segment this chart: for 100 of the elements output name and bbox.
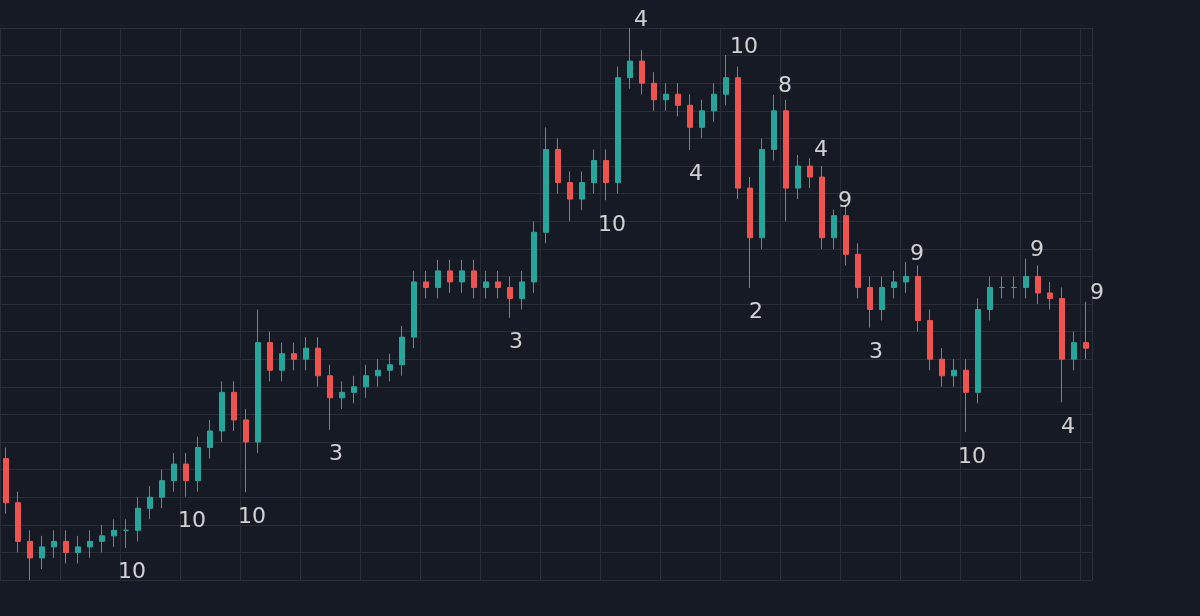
candlestick: [603, 148, 609, 201]
candlestick: [963, 358, 969, 433]
text: 8: [778, 72, 792, 98]
text: 10: [178, 507, 206, 533]
candlestick: [207, 419, 213, 460]
text: 10: [598, 210, 626, 236]
text: 4: [814, 135, 828, 161]
candlestick: [447, 259, 453, 294]
candlestick: [927, 309, 933, 371]
candlestick: [615, 66, 621, 195]
candlestick: [831, 209, 837, 250]
candlestick: [711, 82, 717, 123]
candlestick: [987, 275, 993, 322]
candlestick: [75, 535, 81, 564]
text: 9: [910, 239, 924, 265]
candlestick: [195, 435, 201, 493]
candlestick: [267, 331, 273, 382]
candlestick: [303, 336, 309, 371]
candlestick: [87, 529, 93, 559]
candlestick: [339, 380, 345, 410]
candlestick: [387, 353, 393, 382]
candlestick: [723, 54, 729, 106]
candlestick: [567, 171, 573, 222]
candlestick: [867, 275, 873, 329]
candlestick: [663, 82, 669, 112]
candlestick: [735, 66, 741, 200]
candlestick: [15, 491, 21, 553]
text: 10: [958, 442, 986, 468]
candlestick: [27, 529, 33, 581]
candlestick: [627, 27, 633, 90]
candlestick: [135, 496, 141, 542]
candlestick: [507, 275, 513, 319]
candlestick: [1083, 301, 1089, 360]
candlestick: [1059, 286, 1065, 403]
candlestick: [219, 380, 225, 443]
candlestick: [915, 264, 921, 333]
candlestick: [159, 469, 165, 509]
candlestick: [555, 137, 561, 195]
candlestick: [651, 71, 657, 112]
text: 4: [689, 160, 703, 186]
candlestick: [579, 171, 585, 211]
candlestick: [483, 270, 489, 299]
candlestick: [279, 342, 285, 382]
text: 9: [838, 187, 852, 213]
text: 10: [730, 32, 758, 58]
text: 4: [1061, 412, 1075, 438]
candlestick: [291, 342, 297, 371]
text: 10: [118, 558, 146, 584]
candlestick: [1023, 258, 1029, 299]
text: 2: [749, 298, 763, 324]
candlestick: [111, 518, 117, 548]
candlestick: [63, 529, 69, 564]
candlestick: [351, 375, 357, 404]
candlestick: [231, 380, 237, 432]
candlestick: [687, 93, 693, 151]
text: 4: [634, 5, 648, 31]
candlestick: [951, 358, 957, 388]
candlestick: [99, 524, 105, 553]
candlestick: [999, 275, 1005, 299]
candlestick: [795, 154, 801, 200]
candlestick: [747, 176, 753, 289]
candlestick: [183, 452, 189, 498]
text: 3: [869, 338, 883, 364]
candlestick: [543, 126, 549, 244]
candlestick: [975, 297, 981, 404]
text: 9: [1090, 279, 1104, 305]
candlestick: [411, 270, 417, 349]
candlestick: [519, 270, 525, 311]
text: 9: [1030, 236, 1044, 262]
candlestick: [1035, 264, 1041, 305]
candlestick: [903, 261, 909, 294]
candlestick: [591, 148, 597, 195]
candlestick: [459, 259, 465, 294]
candlestick: [771, 94, 777, 161]
candlestick: [1011, 275, 1017, 299]
candlestick: [1071, 331, 1077, 371]
candlestick: [327, 364, 333, 431]
candlestick: [315, 336, 321, 388]
candlestick: [147, 485, 153, 520]
candlestick: [243, 408, 249, 493]
text: 3: [329, 440, 343, 466]
text: 10: [238, 502, 266, 528]
candlestick: [675, 82, 681, 117]
candlestick: [423, 270, 429, 299]
candlestick: [123, 518, 129, 549]
candlestick: [495, 270, 501, 299]
candlestick: [807, 157, 813, 189]
candlestick: [435, 259, 441, 299]
candlestick: [879, 275, 885, 322]
candlestick: [399, 325, 405, 377]
candlestick: [1047, 281, 1053, 311]
candlestick: [531, 220, 537, 294]
candlestick: [39, 535, 45, 570]
candlestick: [255, 309, 261, 454]
candlestick: [855, 242, 861, 299]
candlestick: [891, 270, 897, 299]
candlestick: [759, 137, 765, 250]
candlestick: [783, 99, 789, 222]
candlestick: [171, 452, 177, 493]
candlestick: [939, 347, 945, 388]
